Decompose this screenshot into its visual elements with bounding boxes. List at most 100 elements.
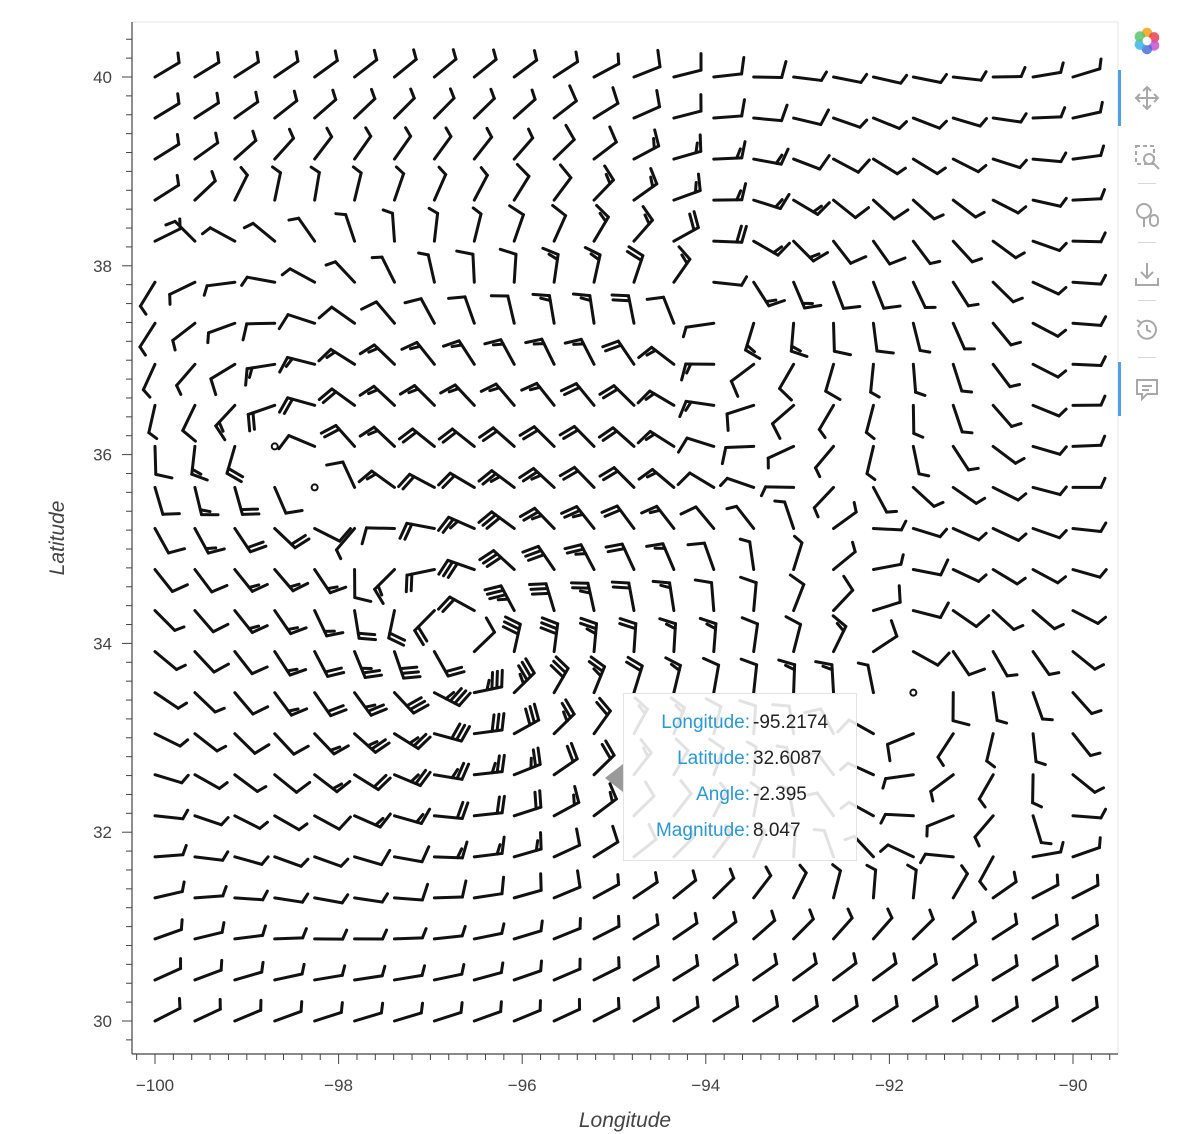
wind-barb-feather	[420, 845, 431, 864]
wind-barb-feather	[1059, 151, 1068, 164]
wind-barb-feather	[409, 773, 420, 784]
wind-barb-shaft	[552, 176, 573, 202]
wind-barb-feather	[455, 249, 475, 256]
reset-icon[interactable]	[1132, 315, 1162, 345]
wind-barb-feather	[579, 621, 598, 631]
wind-barb-feather	[694, 141, 699, 155]
wind-barb-feather	[562, 710, 569, 723]
wind-barb-shaft	[911, 917, 935, 941]
wind-barb-feather	[479, 166, 489, 177]
wind-barb-feather	[604, 343, 623, 353]
wheel-zoom-icon[interactable]	[1132, 200, 1162, 230]
wind-barb-feather	[1019, 112, 1028, 124]
wind-barb-feather	[412, 732, 428, 748]
wind-barb-shaft	[392, 172, 406, 202]
wind-barb-shaft	[911, 75, 943, 84]
wind-barb-feather	[210, 170, 217, 183]
wind-barb-shaft	[472, 971, 503, 982]
wind-barb-feather	[637, 467, 654, 481]
wind-barb-shaft	[233, 60, 260, 79]
wind-barb-feather	[258, 820, 269, 830]
wind-barb-feather	[209, 377, 218, 397]
wind-barb-shaft	[951, 872, 969, 900]
wind-barb-feather	[413, 628, 425, 647]
wind-barb-feather	[539, 831, 543, 851]
wind-barb-shaft	[141, 362, 157, 392]
wind-barb-feather	[517, 664, 529, 682]
wind-barb-shaft	[512, 97, 537, 120]
pan-icon[interactable]	[1132, 83, 1162, 113]
wind-barb-feather	[400, 340, 419, 351]
wind-barb-feather	[728, 867, 736, 880]
hover-icon[interactable]	[1132, 374, 1162, 404]
wind-barb-shaft	[752, 962, 779, 982]
wind-barb-feather	[1013, 912, 1019, 926]
wind-barb-feather	[702, 656, 721, 667]
wind-barb-feather	[415, 813, 425, 824]
wind-barb-shaft	[392, 96, 416, 120]
wind-barb-feather	[725, 504, 738, 511]
wind-barb-feather	[610, 293, 631, 298]
wind-barb-feather	[664, 656, 682, 667]
wind-barb-feather	[251, 705, 270, 716]
wind-barb-feather	[441, 474, 456, 489]
wind-barb-shaft	[153, 526, 171, 555]
wind-barb-feather	[811, 204, 823, 214]
wind-barb-feather	[533, 790, 538, 811]
wind-barb-feather	[1098, 100, 1104, 114]
wind-barb-feather	[798, 863, 808, 875]
wind-barb-feather	[637, 345, 654, 360]
box-zoom-icon[interactable]	[1132, 142, 1162, 172]
wind-barb-feather	[1014, 954, 1019, 967]
wind-barb-shaft	[1031, 70, 1063, 79]
wind-barb-feather	[372, 48, 379, 62]
wind-barb-feather	[970, 257, 984, 264]
wind-barb-shaft	[233, 139, 258, 161]
wind-barb-feather	[575, 827, 582, 847]
calm-marker	[270, 442, 279, 451]
wind-barb-feather	[1054, 913, 1059, 927]
wind-barb-shaft	[233, 1008, 263, 1023]
wind-barb-feather	[524, 549, 543, 558]
wind-barb-feather	[278, 396, 290, 414]
wind-barb-shaft	[672, 878, 698, 900]
wind-barb-shaft	[233, 970, 264, 982]
wind-barb-feather	[928, 908, 935, 921]
x-tick-label: −94	[691, 1076, 720, 1095]
wind-barb-feather	[255, 50, 260, 64]
wind-barb-feather	[583, 246, 602, 257]
wind-barb-shaft	[712, 1004, 740, 1023]
wind-barb-feather	[215, 91, 220, 105]
wind-barb-shaft	[865, 444, 875, 476]
wind-barb-feather	[1094, 913, 1099, 927]
wind-barb-feather	[645, 295, 666, 301]
wind-barb-shaft	[1071, 67, 1102, 79]
wind-barb-feather	[528, 705, 536, 724]
wind-barb-shaft	[233, 814, 262, 830]
wind-barb-shaft	[832, 588, 855, 613]
wind-barb-feather	[338, 527, 352, 543]
tooltip-value: -95.2174	[753, 712, 829, 733]
y-tick-label: 36	[93, 446, 112, 465]
bokeh-logo-icon[interactable]	[1132, 26, 1162, 56]
wind-barb-feather	[332, 744, 350, 756]
wind-barb-feather	[854, 994, 859, 1008]
wind-barb-shaft	[147, 403, 157, 435]
wind-barb-feather	[1097, 836, 1102, 850]
wind-barb-feather	[603, 164, 615, 182]
wind-barb-feather	[971, 910, 977, 924]
save-icon[interactable]	[1132, 259, 1162, 289]
wind-barb-shaft	[832, 869, 842, 900]
wind-barb-shaft	[832, 510, 858, 530]
wind-barb-shaft	[153, 485, 165, 516]
wind-barb-shaft	[209, 362, 237, 381]
wind-barb-shaft	[205, 280, 237, 288]
wind-barb-shaft	[286, 313, 317, 325]
wind-barb-shaft	[1031, 485, 1062, 497]
wind-barb-feather	[1057, 285, 1068, 296]
wind-barb-feather	[592, 667, 603, 678]
wind-barb-shaft	[866, 663, 875, 695]
wind-barb-feather	[529, 587, 549, 591]
wind-barb-feather	[417, 251, 430, 257]
